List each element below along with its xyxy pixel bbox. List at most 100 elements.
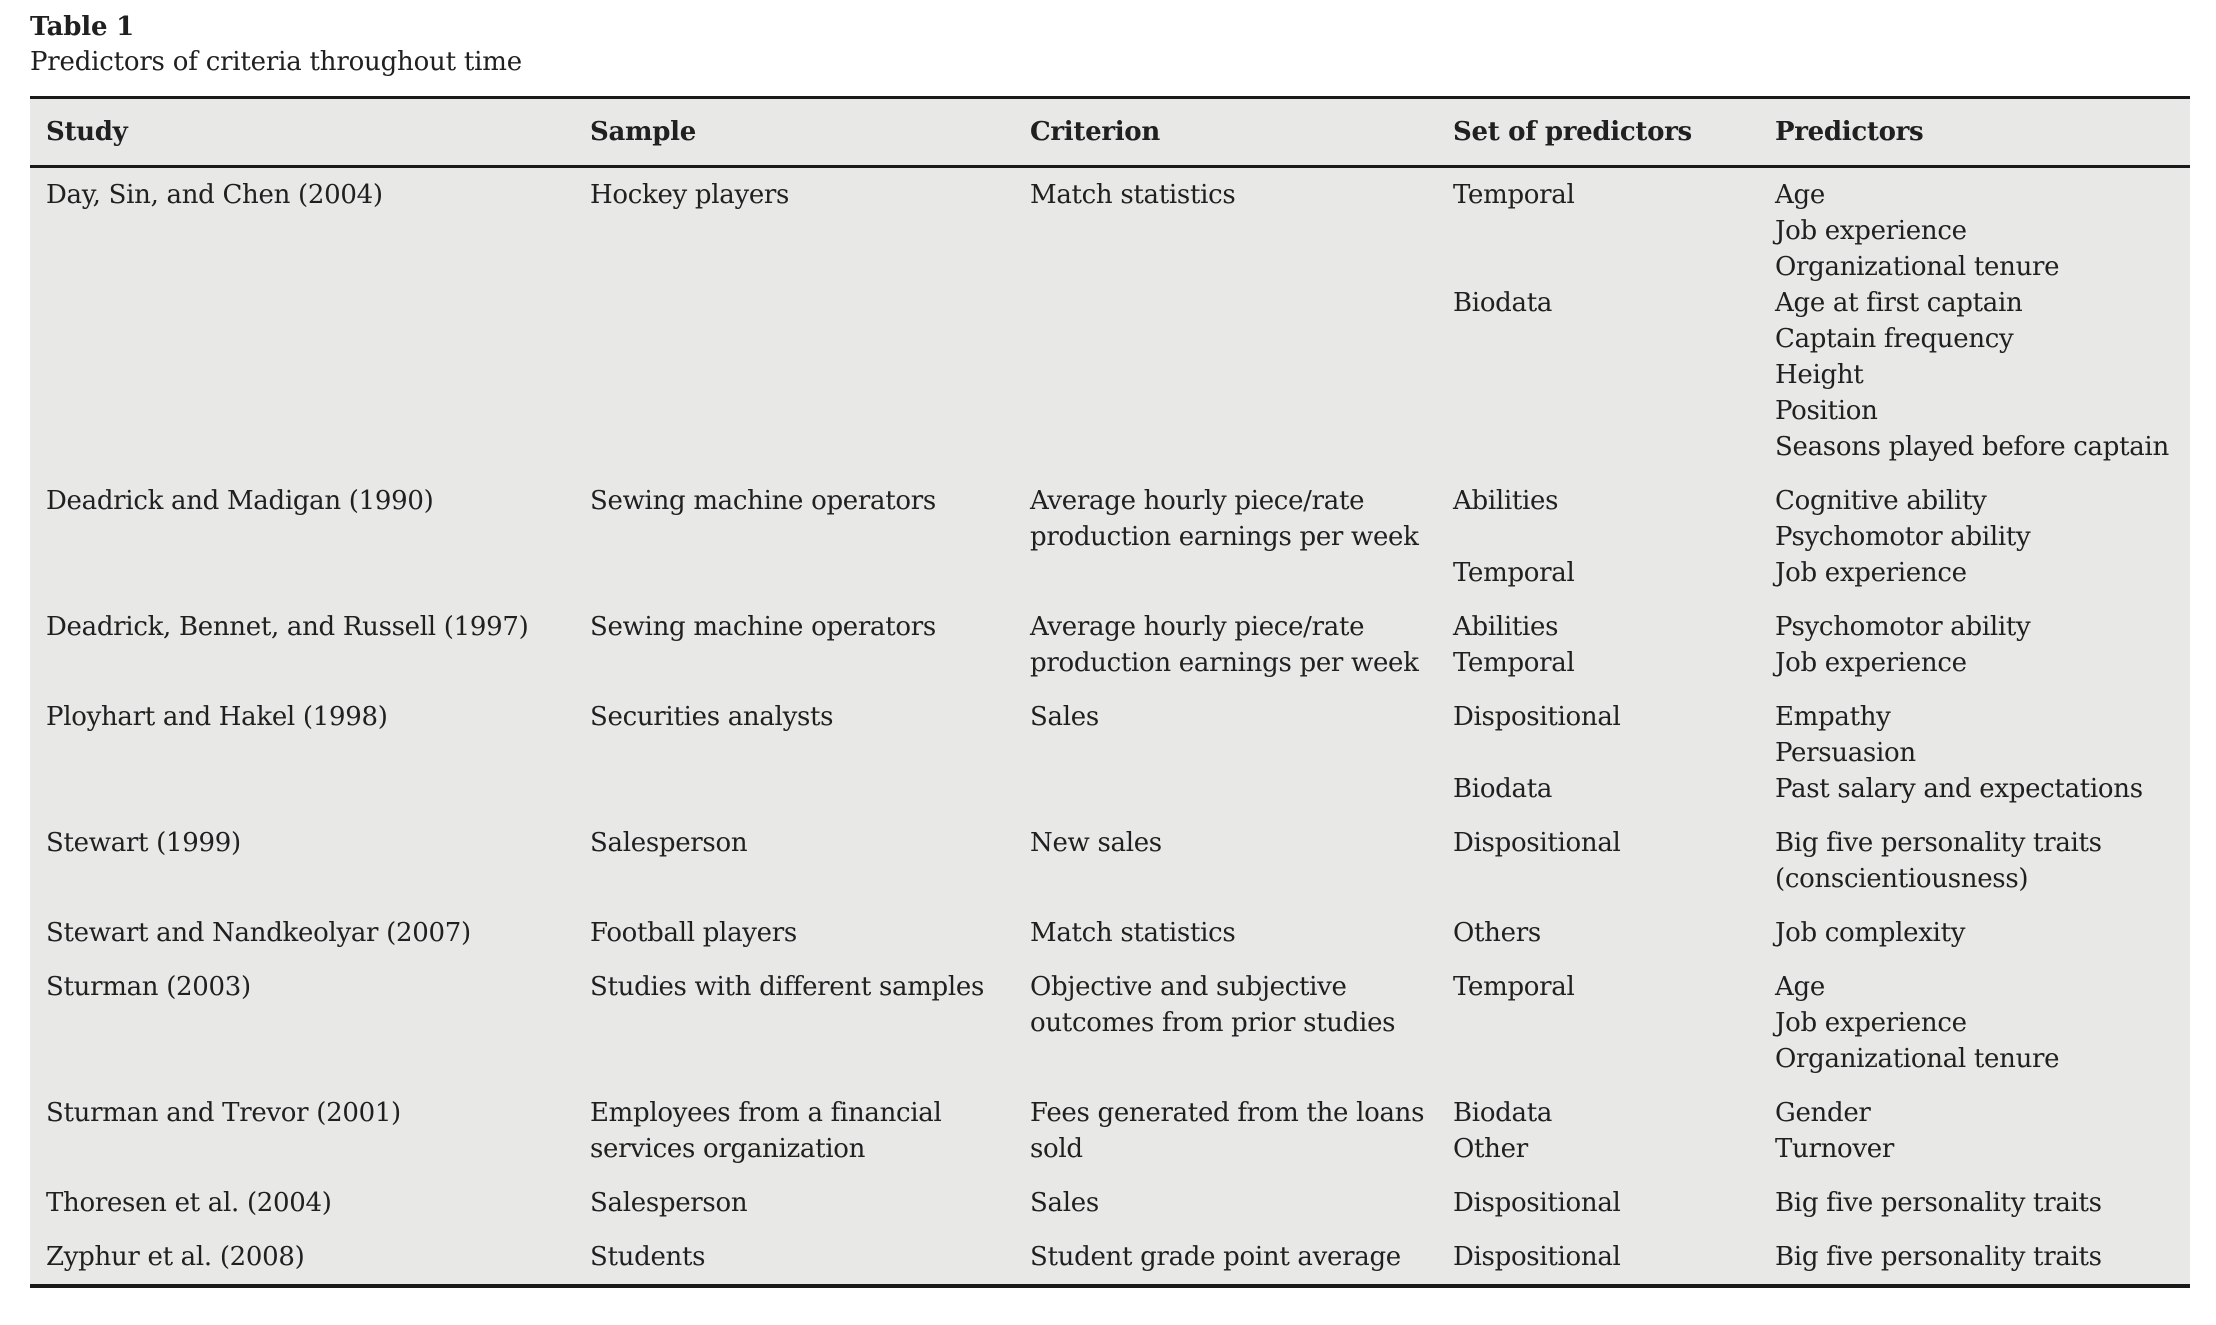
cell-criterion: Student grade point average (1030, 1242, 1401, 1272)
set-of-predictors-value (1453, 249, 1765, 285)
set-of-predictors-value: Biodata (1453, 774, 1553, 804)
set-of-predictors-value: Dispositional (1453, 1242, 1621, 1272)
predictor-value: Organizational tenure (1775, 1044, 2060, 1074)
column-header-set-of-predictors: Set of predictors (1453, 117, 1692, 147)
cell-predictors: Cognitive ability Psychomotor ability Job … (1775, 474, 2190, 600)
predictor-value: Age (1775, 180, 1825, 210)
predictor-value: Psychomotor ability (1775, 522, 2031, 552)
cell-sample: Hockey players (590, 180, 790, 210)
cell-set: Temporal Biodata (1453, 168, 1775, 474)
cell-study: Sturman (2003) (46, 972, 251, 1002)
set-of-predictors-value: Temporal (1453, 648, 1575, 678)
cell-set: Others (1453, 906, 1775, 960)
predictor-value: Empathy (1775, 702, 1891, 732)
predictor-value: Seasons played before captain (1775, 432, 2169, 462)
predictor-value: (conscientiousness) (1775, 864, 2029, 894)
set-of-predictors-value: Temporal (1453, 558, 1575, 588)
table-row: Sturman and Trevor (2001) Employees from… (30, 1086, 2190, 1176)
set-of-predictors-value: Dispositional (1453, 1188, 1621, 1218)
table-row: Sturman (2003) Studies with different sa… (30, 960, 2190, 1086)
cell-set: Abilities Temporal (1453, 474, 1775, 600)
cell-predictors: Big five personality traits (1775, 1230, 2190, 1284)
predictor-value: Age (1775, 972, 1825, 1002)
cell-sample: Students (590, 1242, 706, 1272)
cell-sample: Sewing machine operators (590, 486, 936, 516)
cell-sample: Sewing machine operators (590, 612, 936, 642)
table-row: Deadrick and Madigan (1990) Sewing machi… (30, 474, 2190, 600)
cell-study: Thoresen et al. (2004) (46, 1188, 332, 1218)
table-row: Ployhart and Hakel (1998) Securities ana… (30, 690, 2190, 816)
cell-criterion: Average hourly piece/rate production ear… (1030, 486, 1419, 552)
table-row: Stewart (1999) Salesperson New sales Dis… (30, 816, 2190, 906)
set-of-predictors-value (1453, 519, 1765, 555)
predictor-value: Gender (1775, 1098, 1871, 1128)
set-of-predictors-value: Others (1453, 918, 1541, 948)
cell-study: Ployhart and Hakel (1998) (46, 702, 388, 732)
cell-study: Zyphur et al. (2008) (46, 1242, 305, 1272)
predictor-value: Persuasion (1775, 738, 1916, 768)
table-header-row: Study Sample Criterion Set of predictors… (30, 99, 2190, 168)
predictor-value: Job experience (1775, 648, 1967, 678)
cell-sample: Securities analysts (590, 702, 834, 732)
set-of-predictors-value (1453, 1041, 1765, 1077)
set-of-predictors-value: Temporal (1453, 180, 1575, 210)
table-caption: Predictors of criteria throughout time (30, 47, 522, 77)
set-of-predictors-value (1453, 393, 1765, 429)
cell-sample: Salesperson (590, 1188, 748, 1218)
predictor-value: Organizational tenure (1775, 252, 2060, 282)
table-row: Zyphur et al. (2008) Students Student gr… (30, 1230, 2190, 1284)
cell-criterion: Match statistics (1030, 180, 1236, 210)
set-of-predictors-value (1453, 1005, 1765, 1041)
cell-sample: Football players (590, 918, 797, 948)
set-of-predictors-value: Abilities (1453, 612, 1559, 642)
set-of-predictors-value (1453, 429, 1765, 465)
set-of-predictors-value: Dispositional (1453, 702, 1621, 732)
cell-criterion: Sales (1030, 1188, 1099, 1218)
set-of-predictors-value (1453, 357, 1765, 393)
predictor-value: Job experience (1775, 216, 1967, 246)
column-header-study: Study (46, 117, 128, 147)
set-of-predictors-value (1453, 321, 1765, 357)
cell-set: Dispositional (1453, 1176, 1775, 1230)
column-header-sample: Sample (590, 117, 696, 147)
cell-criterion: Objective and subjective outcomes from p… (1030, 972, 1396, 1038)
predictor-value: Big five personality traits (1775, 1242, 2102, 1272)
predictor-value: Big five personality traits (1775, 828, 2102, 858)
cell-study: Deadrick, Bennet, and Russell (1997) (46, 612, 529, 642)
cell-sample: Salesperson (590, 828, 748, 858)
set-of-predictors-value: Biodata (1453, 288, 1553, 318)
cell-sample: Employees from a financial services orga… (590, 1098, 942, 1164)
column-header-criterion: Criterion (1030, 117, 1160, 147)
predictor-value: Age at first captain (1775, 288, 2023, 318)
cell-predictors: Age Job experience Organizational tenure (1775, 960, 2190, 1086)
cell-set: Biodata Other (1453, 1086, 1775, 1176)
cell-criterion: Match statistics (1030, 918, 1236, 948)
cell-criterion: Sales (1030, 702, 1099, 732)
table-row: Thoresen et al. (2004) Salesperson Sales… (30, 1176, 2190, 1230)
predictor-value: Job experience (1775, 1008, 1967, 1038)
cell-predictors: Psychomotor ability Job experience (1775, 600, 2190, 690)
set-of-predictors-value: Other (1453, 1134, 1528, 1164)
set-of-predictors-value: Temporal (1453, 972, 1575, 1002)
predictor-value: Height (1775, 360, 1864, 390)
cell-set: Dispositional (1453, 1230, 1775, 1284)
cell-criterion: New sales (1030, 828, 1162, 858)
cell-set: Dispositional Biodata (1453, 690, 1775, 816)
predictors-table: Study Sample Criterion Set of predictors… (30, 96, 2190, 1288)
cell-predictors: Big five personality traits (1775, 1176, 2190, 1230)
set-of-predictors-value: Abilities (1453, 486, 1559, 516)
predictor-value: Big five personality traits (1775, 1188, 2102, 1218)
set-of-predictors-value (1453, 735, 1765, 771)
predictor-value: Past salary and expectations (1775, 774, 2143, 804)
cell-predictors: Gender Turnover (1775, 1086, 2190, 1176)
predictor-value: Job experience (1775, 558, 1967, 588)
table-label: Table 1 (30, 12, 135, 42)
cell-sample: Studies with different samples (590, 972, 985, 1002)
cell-predictors: Empathy Persuasion Past salary and expecta… (1775, 690, 2190, 816)
cell-criterion: Average hourly piece/rate production ear… (1030, 612, 1419, 678)
column-header-predictors: Predictors (1775, 117, 1924, 147)
predictor-value: Captain frequency (1775, 324, 2014, 354)
table-row: Stewart and Nandkeolyar (2007) Football … (30, 906, 2190, 960)
predictor-value: Job complexity (1775, 918, 1966, 948)
cell-study: Day, Sin, and Chen (2004) (46, 180, 383, 210)
